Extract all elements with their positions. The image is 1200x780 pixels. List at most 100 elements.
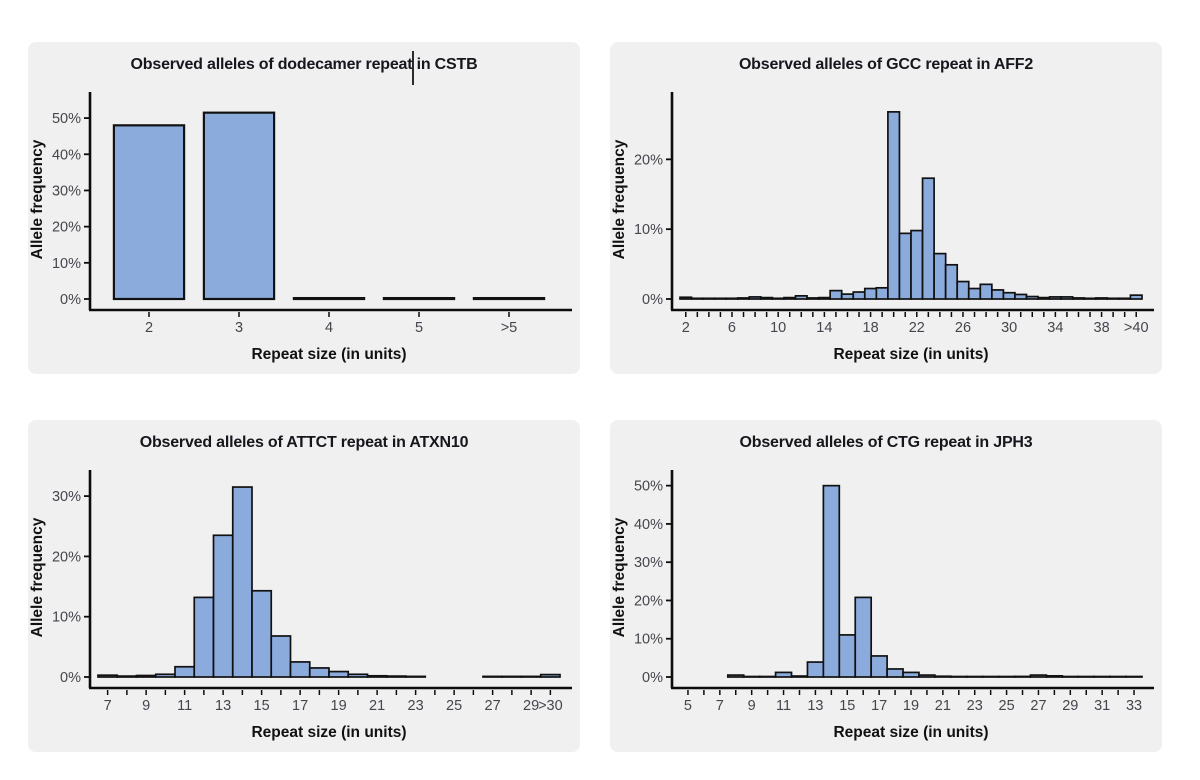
bar-24 <box>981 675 1000 678</box>
x-tick-label: 17 <box>871 698 887 714</box>
chart-title-cstb: Observed alleles of dodecamer repeat in … <box>130 56 478 73</box>
bar-11 <box>174 665 196 678</box>
y-tick-label: 10% <box>52 610 81 626</box>
bar-32 <box>1109 675 1127 678</box>
bar-37 <box>1083 297 1097 300</box>
bar-26 <box>956 280 970 300</box>
y-tick-label: 50% <box>634 479 663 495</box>
plot-area-atxn10: 0% 10% 20% 30% 7 9 11 13 15 17 19 21 23 25 27 29>30 Alle… <box>29 470 572 741</box>
bar-5 <box>713 297 728 300</box>
bar-8 <box>116 675 138 678</box>
bar-9 <box>760 296 774 300</box>
x-tick-label: 15 <box>839 698 855 714</box>
x-tick-label: 27 <box>485 698 501 714</box>
bar-33 <box>1037 296 1051 300</box>
bar-20 <box>887 111 901 300</box>
y-tick-label: 20% <box>634 152 663 168</box>
x-tick-label: 5 <box>415 320 423 336</box>
bar-18 <box>863 287 878 300</box>
x-tick-label: 19 <box>903 698 919 714</box>
plot-area-cstb: 0% 10% 20% 30% 40% 50% 2 3 4 5 >5 Allele frequency R… <box>29 92 572 363</box>
bar-29 <box>991 289 1005 300</box>
x-tick-label: 2 <box>682 320 690 336</box>
y-tick-label: 20% <box>52 220 81 236</box>
x-tick-label: >40 <box>1124 320 1149 336</box>
x-tick-label: 33 <box>1126 698 1142 714</box>
bar-4 <box>292 296 366 301</box>
bar-2 <box>679 296 693 300</box>
bar-36 <box>1071 297 1086 300</box>
bar-35 <box>1060 296 1074 300</box>
x-tick-label: 18 <box>863 320 879 336</box>
bar-27 <box>1029 674 1048 678</box>
x-tick-label: 30 <box>1001 320 1017 336</box>
bar-34 <box>1048 296 1063 300</box>
text-cursor-ibeam <box>412 51 414 85</box>
x-tick-label: 7 <box>104 698 112 714</box>
bar-28 <box>501 675 523 678</box>
x-tick-label: 26 <box>955 320 971 336</box>
bar-7 <box>97 674 119 678</box>
x-tick-label: 6 <box>728 320 736 336</box>
bar-17 <box>289 661 311 678</box>
y-tick-label: 0% <box>60 292 81 308</box>
bar-21 <box>898 232 912 300</box>
chart-card-jph3: Observed alleles of CTG repeat in JPH3 0… <box>610 420 1162 752</box>
x-tick-label: 2 <box>145 320 153 336</box>
bar-29 <box>520 675 542 678</box>
y-tick-label: 10% <box>634 222 663 238</box>
bar-4 <box>702 297 716 300</box>
bar-16 <box>270 635 292 678</box>
bar-31 <box>1014 293 1028 300</box>
bar-21 <box>366 674 388 678</box>
bar-15 <box>251 589 273 678</box>
bar-29 <box>1061 675 1080 678</box>
bar-15 <box>838 634 857 678</box>
bar-15 <box>829 289 843 300</box>
bar-19 <box>328 670 350 678</box>
y-tick-label: 10% <box>634 632 663 648</box>
bar-17 <box>870 655 888 678</box>
bar-21 <box>934 675 952 678</box>
bar-25 <box>944 263 959 300</box>
x-tick-label: 19 <box>331 698 347 714</box>
bar-20 <box>347 673 369 678</box>
bar-11 <box>774 671 793 678</box>
plot-area-jph3: 0% 10% 20% 30% 40% 50% 5 7 9 11 13 15 17 19 21 23 25 27 29… <box>611 470 1154 741</box>
x-tick-label: 9 <box>142 698 150 714</box>
chart-title-atxn10: Observed alleles of ATTCT repeat in ATXN… <box>139 434 469 451</box>
y-tick-label: 0% <box>642 670 663 686</box>
bar-11 <box>783 296 797 300</box>
bar-28 <box>979 283 993 300</box>
bar-22 <box>949 675 968 678</box>
x-tick-label: >5 <box>501 320 518 336</box>
x-tick-label: 23 <box>408 698 424 714</box>
x-tick-label: 29 <box>1062 698 1078 714</box>
x-tick-label: 3 <box>235 320 243 336</box>
y-tick-label: 30% <box>52 489 81 505</box>
bar-5 <box>382 296 456 301</box>
x-tick-label: 15 <box>254 698 270 714</box>
x-tick-label: 22 <box>909 320 925 336</box>
bar-22 <box>910 229 924 300</box>
bar-12 <box>193 596 215 678</box>
x-tick-label: 10 <box>770 320 786 336</box>
bar-10 <box>771 297 785 300</box>
x-tick-label: >30 <box>538 698 563 714</box>
chart-card-atxn10: Observed alleles of ATTCT repeat in ATXN… <box>28 420 580 752</box>
x-tick-label: 25 <box>446 698 462 714</box>
bar-28 <box>1045 675 1064 678</box>
x-tick-label: 29 <box>523 698 539 714</box>
bar->40 <box>1129 294 1143 300</box>
bar-16 <box>854 596 873 678</box>
y-tick-label: 20% <box>52 549 81 565</box>
bar-24 <box>933 252 947 300</box>
y-axis-label: Allele frequency <box>611 139 628 259</box>
bar-27 <box>482 675 504 678</box>
bar-12 <box>790 675 809 678</box>
bar-30 <box>1077 675 1096 678</box>
x-tick-label: 4 <box>325 320 333 336</box>
x-tick-label: 11 <box>776 698 791 714</box>
x-tick-label: 27 <box>1030 698 1046 714</box>
